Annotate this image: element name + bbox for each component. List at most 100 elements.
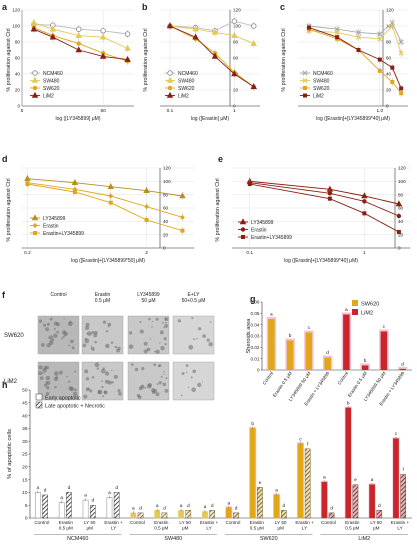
cell-spot [188, 344, 194, 350]
y-tick-label: 0.02 [251, 345, 260, 350]
cell-spot [54, 385, 57, 389]
cell-spot [39, 376, 44, 380]
bar-early [82, 499, 89, 519]
treatment-label: Erastin + [295, 520, 314, 525]
cell-spot [141, 367, 145, 371]
y-tick-label: 20 [233, 88, 239, 93]
significance-letter: d [139, 505, 142, 511]
cell-spot [43, 323, 47, 327]
bar-late [137, 512, 144, 519]
bar-late-tint [185, 510, 191, 518]
bar-early [369, 484, 375, 519]
legend-entry: NCM460 [43, 71, 63, 77]
column-header: Erastin [95, 292, 111, 298]
series-line-ly345899 [249, 180, 399, 205]
cell-spot [46, 391, 50, 396]
cell-spot [74, 388, 76, 390]
treatment-label: Erastin [59, 520, 74, 525]
treatment-label: Control [130, 520, 145, 525]
data-point [144, 204, 149, 210]
cell-spot [85, 387, 90, 392]
significance-letter: d [330, 505, 333, 511]
bar-late [113, 492, 120, 519]
y-axis-title: % proliferation against Ctrl [143, 28, 149, 91]
cell-spot [85, 325, 90, 331]
legend-entry: NCM460 [313, 71, 333, 77]
bar-late-tint [209, 510, 215, 518]
y-tick-label: 0 [17, 104, 20, 109]
bar-late [209, 510, 215, 519]
x-tick-label: 1 [233, 108, 236, 114]
data-point [362, 199, 367, 204]
series-line-sw480 [308, 25, 402, 54]
data-point [251, 23, 257, 29]
x-tick-label: Erastin 0.5 μM [347, 371, 368, 398]
cell-spot [143, 349, 148, 354]
y-tick-label: 35 [22, 426, 28, 432]
y-axis-title: % of apoptotic cells [7, 429, 13, 479]
data-point [231, 70, 238, 77]
bar-late-tint [352, 484, 359, 518]
micrograph-image [127, 361, 170, 401]
cell-spot [185, 371, 188, 374]
legend-entry: Erastin+LY345899 [43, 231, 84, 237]
cell-spot [144, 386, 147, 389]
data-point [75, 46, 82, 53]
y-tick-label: 20 [22, 465, 28, 471]
legend-entry: LY345899 [251, 220, 274, 226]
cell-spot [187, 386, 190, 389]
cell-spot [101, 385, 104, 389]
cell-spot [159, 342, 161, 344]
cell-spot [192, 338, 195, 340]
cell-line-label: LiM2 [358, 536, 370, 542]
bar-late-tint [137, 512, 144, 518]
data-point [247, 182, 252, 186]
x-axis-title: log ([Erastin] μM) [191, 116, 230, 122]
data-point [49, 25, 57, 32]
legend-swatch [352, 300, 358, 306]
data-point [398, 50, 404, 56]
significance-letter: d [187, 503, 190, 509]
y-tick-label: 0.05 [251, 311, 260, 316]
legend-marker [167, 70, 173, 76]
bar-late-tint [257, 487, 263, 518]
cell-spot [90, 345, 92, 347]
cell-spot [104, 379, 109, 384]
cell-spot [83, 394, 88, 399]
series-line-erastin-ly345899 [249, 183, 400, 233]
cell-spot [68, 344, 71, 347]
cell-spot [134, 367, 139, 372]
cell-spot [45, 375, 51, 381]
data-point [25, 182, 30, 186]
data-point [362, 211, 367, 216]
cell-spot [163, 373, 165, 375]
cell-spot [136, 393, 141, 398]
legend-marker [303, 86, 307, 90]
significance-letter: a [108, 491, 111, 496]
cell-spot [105, 330, 109, 333]
significance-letter: d [91, 498, 94, 504]
cell-line-label: SW620 [260, 536, 278, 542]
y-axis-title: % proliferation against Ctrl [215, 178, 221, 241]
cell-spot [87, 331, 92, 336]
cell-spot [148, 317, 151, 321]
bar [343, 314, 350, 370]
data-point [166, 22, 174, 29]
cell-spot [53, 376, 59, 382]
x-tick-label: 0.1 [167, 108, 174, 114]
cell-spot [156, 383, 159, 385]
treatment-label: Erastin + [104, 520, 123, 525]
cell-spot [155, 317, 159, 321]
significance-letter: d [115, 485, 118, 491]
treatment-label: Control [35, 520, 50, 525]
bar-early [345, 407, 352, 519]
legend-entry: LY345899 [43, 216, 66, 222]
cell-spot [160, 376, 163, 378]
bar-late [376, 510, 383, 519]
significance-letter: a [270, 313, 273, 318]
y-tick-label: 80 [233, 40, 239, 45]
data-point [72, 190, 77, 194]
data-point [355, 29, 362, 35]
cell-spot [53, 321, 58, 326]
cell-spot [151, 388, 156, 393]
